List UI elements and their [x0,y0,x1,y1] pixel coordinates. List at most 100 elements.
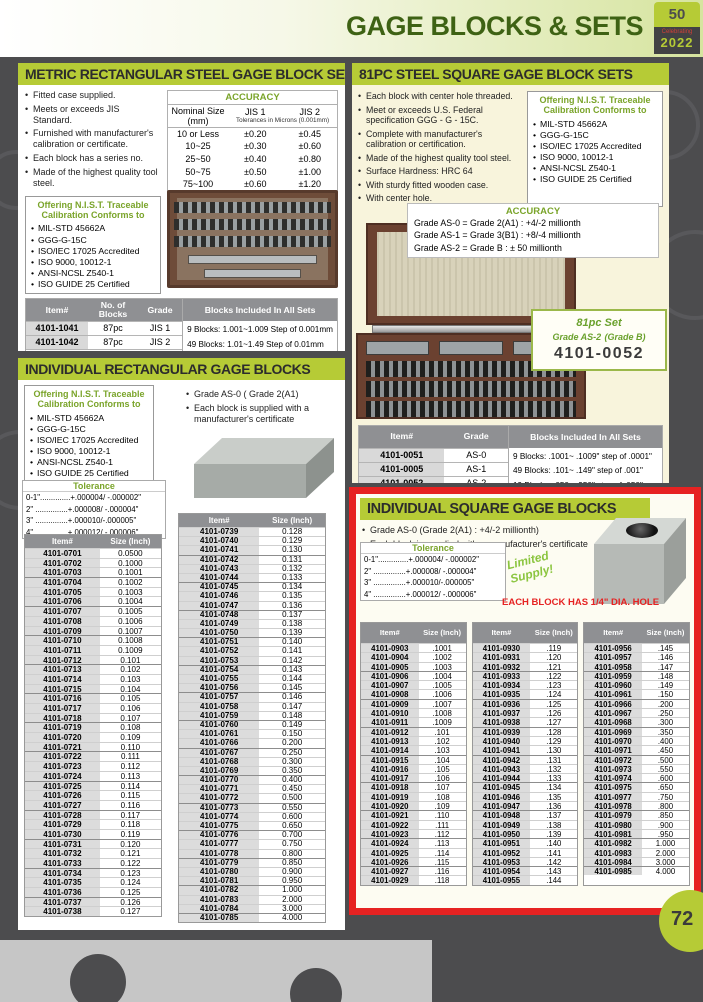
table-row: 4101-0770 0.400 [179,775,325,785]
tolerance-rows: 0-1"..............+.000004/ -.000002" 2" … [23,492,165,538]
size-cell: .101 [434,727,450,737]
square-items-table-2: Item# Size (Inch) 4101-0930 .119 4101-09… [471,622,579,886]
size-cell: .107 [434,783,450,793]
item-number-cell: 4101-0705 [25,587,100,597]
item-number-cell: 4101-0772 [179,793,260,803]
table-row: 4101-0776 0.700 [179,830,325,840]
badge-year-label: 2022 [660,35,694,50]
size-cell: .250 [657,709,674,719]
item-number-cell: 4101-0759 [179,711,260,720]
size-cell: .121 [546,662,562,672]
item-number-cell: 4101-0920 [361,802,419,811]
section-metric-rectangular-sets: METRIC RECTANGULAR STEEL GAGE BLOCK SETS… [18,63,345,351]
item-number-cell: 4101-0966 [584,699,642,709]
nist-standard: ISO GUIDE 25 Certified [533,174,657,185]
nist-traceable-box: Offering N.I.S.T. Traceable Calibration … [527,91,663,207]
size-cell: .108 [434,792,450,802]
column-header-jis1: JIS 1 [244,107,266,117]
item-number-cell: 4101-0950 [472,829,531,839]
table-row: 4101-0984 3.000 [584,856,690,867]
page-number-badge: 72 [659,890,703,952]
size-cell: 0.500 [282,793,303,803]
table-row: 4101-0707 0.1005 [25,606,161,616]
size-cell: .134 [546,783,562,793]
item-number-cell: 4101-0701 [25,549,100,558]
item-number-cell: 4101-0973 [584,764,642,774]
table-row: 4101-0914 .103 [361,745,466,755]
table-row: 4101-0917 .106 [361,773,466,784]
table-row: 4101-0952 .141 [472,847,578,858]
size-cell: .106 [434,774,450,784]
table-row: 4101-0778 0.800 [179,848,325,858]
item-number-cell: 4101-0752 [179,646,260,656]
tolerance-rows: 0-1"..............+.000004/ -.000002" 2" … [361,554,505,600]
tolerance-row: 4" ...............+.000012/ -.000006" [26,527,139,537]
size-cell: .500 [657,755,674,765]
item-number-cell: 4101-0909 [361,699,419,709]
size-cell: 0.124 [120,878,141,888]
table-row: 4101-0974 .600 [584,773,690,783]
nist-standard: ISO/IEC 17025 Accredited [31,246,155,257]
table-row: 4101-0772 0.500 [179,793,325,803]
size-cell: 0.1003 [118,587,143,597]
table-row: 4101-0749 0.138 [179,618,325,629]
size-cell: .119 [546,644,562,653]
section-title: METRIC RECTANGULAR STEEL GAGE BLOCK SETS [18,63,345,85]
size-cell: 0.129 [282,536,303,546]
item-number-cell: 4101-0702 [25,558,100,568]
table-row: 4101-0729 0.118 [25,819,161,829]
table-row: 4101-0781 0.950 [179,876,325,886]
size-cell: .139 [546,829,562,839]
table-row: 4101-0718 0.107 [25,712,161,723]
item-number-cell: 4101-0756 [179,683,260,693]
item-number-cell: 4101-0726 [25,791,100,800]
size-cell: 0.148 [282,710,303,720]
item-number-cell: 4101-0971 [584,746,642,755]
table-row: 4101-0922 .111 [361,819,466,830]
item-number-cell: 4101-0948 [472,811,531,820]
jis1-cell: ±0.40 [244,153,267,164]
item-number-cell: 4101-0718 [25,713,100,723]
size-cell: 0.700 [282,830,303,840]
table-row: 4101-0738 0.127 [25,906,161,916]
item-number-cell: 4101-0911 [361,718,419,727]
item-number-cell: 4101-0783 [179,895,260,904]
size-cell: 3.000 [282,903,303,913]
size-cell: .109 [434,802,450,812]
table-row: 4101-0972 .500 [584,754,690,765]
table-row: 4101-0742 0.131 [179,554,325,564]
item-number-cell: 4101-0750 [179,628,260,638]
table-row: 4101-0777 0.750 [179,839,325,849]
table-row: 4101-0918 .107 [361,782,466,793]
item-number-cell: 4101-0711 [25,645,100,655]
item-number-cell: 4101-0931 [472,653,531,662]
table-row: 4101-0782 1.000 [179,885,325,895]
size-cell: 2.000 [282,894,303,904]
table-row: 4101-0911 .1009 [361,717,466,727]
item-number-cell: 4101-0933 [472,671,531,681]
table-row: 4101-0759 0.148 [179,710,325,720]
item-number-cell: 4101-0709 [25,626,100,636]
blocks-cell: 87pc [103,323,123,334]
table-row: 4101-0944 .133 [472,773,578,783]
item-number-cell: 4101-0703 [25,568,100,577]
item-number-cell: 4101-0751 [179,637,260,647]
item-rows: 4101-0051 AS-0 4101-0005 AS-1 4101-0052 [359,447,508,483]
size-cell: 0.135 [282,591,303,601]
table-row: 4101-0941 .130 [472,745,578,755]
set-name: 81pc Set [576,316,622,329]
column-header-grade: Grade [463,431,489,442]
block-front-face [594,544,664,604]
size-cell: 0.123 [120,868,141,878]
item-number-cell: 4101-0742 [179,555,260,564]
item-number-cell: 4101-0908 [361,690,419,699]
size-cell: .128 [546,727,562,737]
item-number-cell: 4101-0949 [472,820,531,830]
size-cell: 0.1008 [118,636,143,646]
size-cell: 0.140 [282,637,303,647]
item-number-cell: 4101-0952 [472,848,531,858]
table-row: 4101-0768 0.300 [179,756,325,766]
long-block [188,254,317,264]
table-row: 4101-0960 .149 [584,680,690,690]
